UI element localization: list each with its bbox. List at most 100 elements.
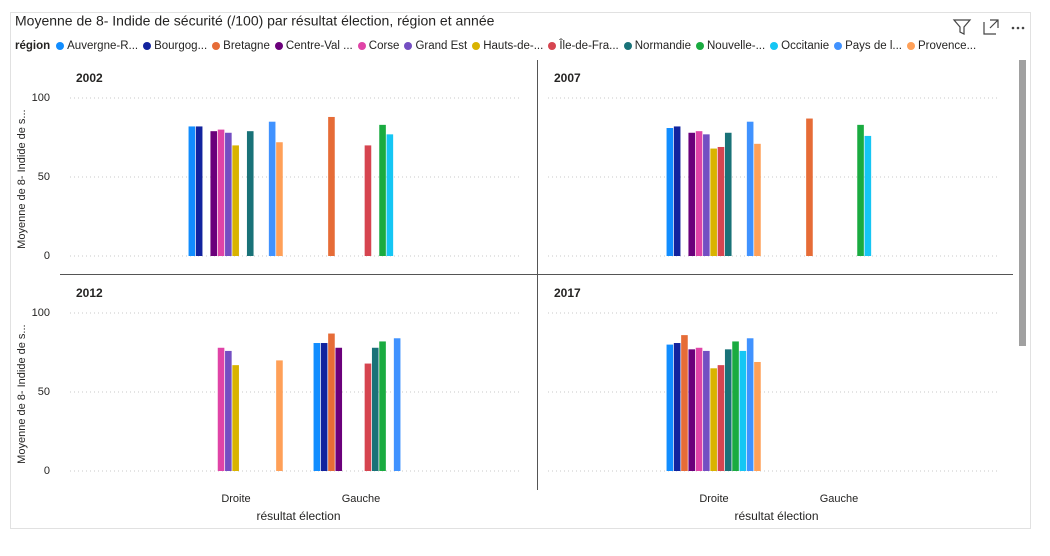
legend-label: Bretagne: [223, 40, 270, 52]
bar: [666, 128, 674, 256]
bar: [232, 145, 239, 256]
legend-item[interactable]: Pays de l...: [834, 40, 902, 52]
bar: [379, 341, 386, 471]
legend-item[interactable]: Occitanie: [770, 40, 829, 52]
bar: [225, 350, 232, 471]
bar: [857, 124, 864, 256]
legend-title: région: [15, 40, 51, 52]
bar: [746, 121, 754, 256]
legend-label: Grand Est: [415, 40, 468, 52]
bar: [688, 349, 696, 471]
bar: [703, 350, 710, 471]
more-icon[interactable]: [1011, 26, 1025, 30]
scrollbar[interactable]: [1019, 60, 1026, 346]
legend-marker: [907, 42, 915, 50]
legend-marker: [623, 42, 632, 50]
legend-label: Provence...: [918, 40, 977, 52]
bar: [195, 126, 203, 256]
bar: [724, 349, 732, 471]
legend-item[interactable]: Nouvelle-...: [696, 40, 765, 52]
bar: [246, 131, 254, 256]
bar: [335, 347, 343, 471]
bar: [695, 347, 703, 471]
bar: [703, 134, 710, 256]
legend-marker: [357, 42, 366, 50]
x-tick-label: Gauche: [820, 493, 859, 505]
legend-item[interactable]: Auvergne-R...: [56, 40, 138, 52]
bar: [364, 145, 372, 256]
bar: [732, 341, 739, 471]
bar: [320, 343, 328, 471]
legend-marker: [274, 42, 283, 50]
legend-item[interactable]: Bretagne: [212, 40, 270, 52]
legend: région Auvergne-R... Bourgog... Bretagne Ce…: [15, 40, 981, 52]
legend-item[interactable]: Hauts-de-...: [472, 40, 543, 52]
legend-label: Centre-Val ...: [285, 40, 353, 52]
bar: [379, 124, 386, 256]
bar: [313, 343, 321, 471]
bar: [681, 335, 688, 471]
bar: [717, 365, 725, 471]
bar: [688, 132, 696, 256]
x-axis-title: résultat élection: [734, 509, 818, 523]
bar: [371, 347, 379, 471]
legend-item[interactable]: Bourgog...: [143, 40, 207, 52]
bar: [754, 361, 761, 471]
y-tick-label: 50: [38, 386, 50, 398]
bar: [710, 368, 717, 471]
legend-item[interactable]: Corse: [357, 40, 399, 52]
bar: [276, 360, 283, 471]
y-axis-title: Moyenne de 8- Indide de s...: [16, 109, 28, 248]
bar: [232, 365, 239, 471]
bar: [364, 363, 372, 471]
legend-item[interactable]: Centre-Val ...: [274, 40, 353, 52]
y-axis-title: Moyenne de 8- Indide de s...: [16, 324, 28, 463]
legend-marker: [56, 42, 65, 50]
facet-title: 2012: [76, 286, 103, 300]
bar: [673, 343, 681, 471]
x-tick-label: Droite: [221, 493, 250, 505]
facet-title: 2002: [76, 71, 103, 85]
bar: [806, 118, 813, 256]
bar: [717, 146, 725, 256]
focus-icon[interactable]: [983, 19, 999, 35]
card: [10, 12, 1031, 529]
legend-label: Nouvelle-...: [707, 40, 766, 52]
bar: [210, 131, 218, 256]
bar: [328, 116, 335, 257]
bar: [217, 347, 225, 471]
chart-title: Moyenne de 8- Indide de sécurité (/100) …: [15, 13, 495, 29]
legend-item[interactable]: Normandie: [623, 40, 691, 52]
bar: [739, 350, 747, 471]
legend-label: Auvergne-R...: [67, 40, 139, 52]
bar: [393, 338, 401, 471]
legend-item[interactable]: Provence...: [907, 40, 976, 52]
bar: [695, 131, 703, 256]
legend-marker: [404, 42, 413, 50]
legend-label: Occitanie: [781, 40, 830, 52]
x-tick-label: Droite: [699, 493, 728, 505]
bar: [328, 333, 335, 471]
y-tick-label: 50: [38, 171, 50, 183]
legend-label: Normandie: [634, 40, 691, 52]
bar: [276, 142, 283, 256]
bar: [724, 132, 732, 256]
legend-marker: [212, 42, 221, 50]
legend-marker: [770, 42, 779, 50]
legend-label: Hauts-de-...: [483, 40, 544, 52]
legend-marker: [143, 42, 152, 50]
legend-marker: [548, 42, 557, 50]
legend-label: Pays de l...: [845, 40, 902, 52]
bar: [666, 344, 674, 471]
facet-title: 2007: [554, 71, 581, 85]
y-tick-label: 0: [44, 465, 50, 477]
bar: [746, 338, 754, 471]
x-axis-title: résultat élection: [256, 509, 340, 523]
bar: [754, 143, 761, 256]
filter-icon[interactable]: [952, 19, 972, 35]
bar: [710, 148, 717, 256]
legend-item[interactable]: Grand Est: [404, 40, 467, 52]
legend-item[interactable]: Île-de-Fra...: [548, 40, 619, 52]
